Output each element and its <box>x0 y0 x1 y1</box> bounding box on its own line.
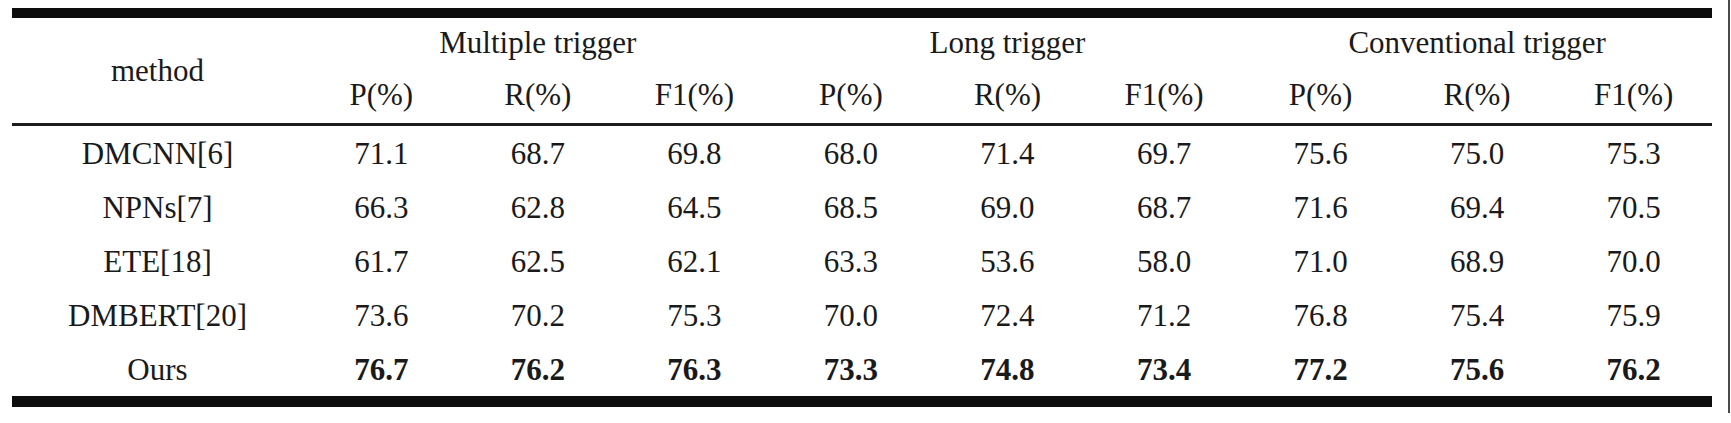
table-row-npns: NPNs[7] 66.3 62.8 64.5 68.5 69.0 68.7 71… <box>12 180 1712 234</box>
value-cell: 68.0 <box>773 125 930 181</box>
table-row-ours: Ours 76.7 76.2 76.3 73.3 74.8 73.4 77.2 … <box>12 342 1712 402</box>
results-table-container: method Multiple trigger Long trigger Con… <box>12 8 1712 407</box>
value-cell: 73.6 <box>303 288 460 342</box>
column-group-long-trigger: Long trigger <box>773 13 1243 66</box>
value-cell: 66.3 <box>303 180 460 234</box>
image-right-edge-line <box>1728 0 1730 413</box>
value-cell: 76.8 <box>1242 288 1399 342</box>
value-cell: 58.0 <box>1086 234 1243 288</box>
value-cell: 69.7 <box>1086 125 1243 181</box>
value-cell: 62.5 <box>460 234 617 288</box>
value-cell: 75.3 <box>1555 125 1712 181</box>
table-row-dmcnn: DMCNN[6] 71.1 68.7 69.8 68.0 71.4 69.7 7… <box>12 125 1712 181</box>
value-cell: 73.4 <box>1086 342 1243 402</box>
table-row-dmbert: DMBERT[20] 73.6 70.2 75.3 70.0 72.4 71.2… <box>12 288 1712 342</box>
column-header-r: R(%) <box>929 66 1086 125</box>
paper-table-screenshot: method Multiple trigger Long trigger Con… <box>0 0 1731 423</box>
value-cell: 53.6 <box>929 234 1086 288</box>
column-header-f1: F1(%) <box>1555 66 1712 125</box>
column-group-conventional-trigger: Conventional trigger <box>1242 13 1712 66</box>
value-cell: 76.2 <box>1555 342 1712 402</box>
value-cell: 62.8 <box>460 180 617 234</box>
value-cell: 73.3 <box>773 342 930 402</box>
column-group-multiple-trigger: Multiple trigger <box>303 13 773 66</box>
header-group-row: method Multiple trigger Long trigger Con… <box>12 13 1712 66</box>
column-header-f1: F1(%) <box>1086 66 1243 125</box>
value-cell: 62.1 <box>616 234 773 288</box>
column-header-f1: F1(%) <box>616 66 773 125</box>
table-row-ete: ETE[18] 61.7 62.5 62.1 63.3 53.6 58.0 71… <box>12 234 1712 288</box>
value-cell: 76.7 <box>303 342 460 402</box>
column-header-r: R(%) <box>1399 66 1556 125</box>
value-cell: 71.6 <box>1242 180 1399 234</box>
method-cell: NPNs[7] <box>12 180 303 234</box>
value-cell: 77.2 <box>1242 342 1399 402</box>
value-cell: 76.2 <box>460 342 617 402</box>
method-cell: DMCNN[6] <box>12 125 303 181</box>
column-header-p: P(%) <box>773 66 930 125</box>
value-cell: 71.0 <box>1242 234 1399 288</box>
value-cell: 71.1 <box>303 125 460 181</box>
value-cell: 75.6 <box>1242 125 1399 181</box>
column-header-p: P(%) <box>1242 66 1399 125</box>
value-cell: 71.4 <box>929 125 1086 181</box>
value-cell: 70.5 <box>1555 180 1712 234</box>
value-cell: 68.7 <box>1086 180 1243 234</box>
value-cell: 69.4 <box>1399 180 1556 234</box>
value-cell: 70.0 <box>773 288 930 342</box>
column-header-method: method <box>12 13 303 125</box>
value-cell: 61.7 <box>303 234 460 288</box>
value-cell: 69.0 <box>929 180 1086 234</box>
method-cell: ETE[18] <box>12 234 303 288</box>
results-table: method Multiple trigger Long trigger Con… <box>12 8 1712 407</box>
value-cell: 70.2 <box>460 288 617 342</box>
value-cell: 69.8 <box>616 125 773 181</box>
value-cell: 64.5 <box>616 180 773 234</box>
value-cell: 72.4 <box>929 288 1086 342</box>
value-cell: 68.7 <box>460 125 617 181</box>
value-cell: 71.2 <box>1086 288 1243 342</box>
value-cell: 76.3 <box>616 342 773 402</box>
method-cell: DMBERT[20] <box>12 288 303 342</box>
value-cell: 75.6 <box>1399 342 1556 402</box>
value-cell: 75.9 <box>1555 288 1712 342</box>
value-cell: 70.0 <box>1555 234 1712 288</box>
value-cell: 68.5 <box>773 180 930 234</box>
value-cell: 75.3 <box>616 288 773 342</box>
value-cell: 68.9 <box>1399 234 1556 288</box>
value-cell: 74.8 <box>929 342 1086 402</box>
column-header-p: P(%) <box>303 66 460 125</box>
value-cell: 75.0 <box>1399 125 1556 181</box>
value-cell: 75.4 <box>1399 288 1556 342</box>
column-header-r: R(%) <box>460 66 617 125</box>
method-cell: Ours <box>12 342 303 402</box>
value-cell: 63.3 <box>773 234 930 288</box>
